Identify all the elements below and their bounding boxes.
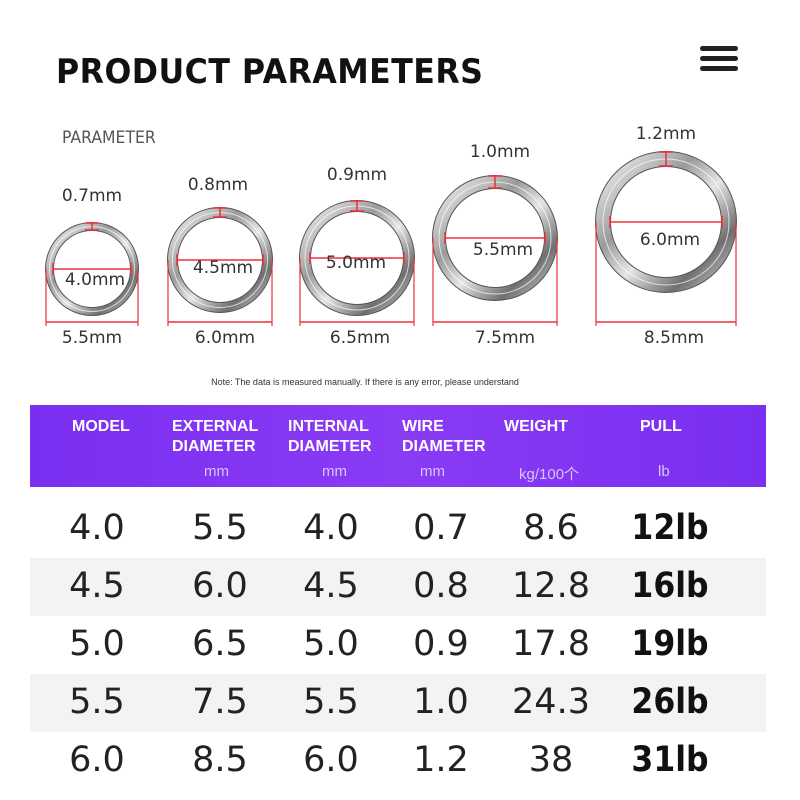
table-row: 5.0 6.5 5.0 0.9 17.8 19lb (30, 616, 766, 674)
cell-pull: 16lb (631, 566, 709, 606)
ring-2-internal-label: 4.5mm (192, 258, 254, 278)
measurement-note: Note: The data is measured manually. If … (211, 377, 519, 387)
unit-internal: mm (322, 463, 347, 480)
ring-3-internal-label: 5.0mm (325, 253, 387, 273)
ring-3-external-label: 6.5mm (329, 328, 391, 348)
cell-external: 7.5 (192, 682, 248, 722)
cell-pull: 26lb (631, 682, 709, 722)
table-header: MODEL EXTERNAL DIAMETER INTERNAL DIAMETE… (30, 405, 766, 487)
cell-external: 6.0 (192, 566, 248, 606)
cell-model: 5.5 (69, 682, 125, 722)
ring-1-internal-label: 4.0mm (64, 270, 126, 290)
cell-external: 8.5 (192, 740, 248, 780)
cell-model: 4.0 (69, 508, 125, 548)
table-row: 5.5 7.5 5.5 1.0 24.3 26lb (30, 674, 766, 732)
cell-weight: 24.3 (512, 682, 590, 722)
hamburger-menu-icon[interactable] (700, 44, 740, 74)
header-internal-diameter: INTERNAL DIAMETER (288, 418, 372, 455)
unit-external: mm (204, 463, 229, 480)
unit-weight: kg/100个 (519, 466, 580, 483)
header-weight: WEIGHT (504, 418, 568, 435)
header-external-diameter: EXTERNAL DIAMETER (172, 418, 259, 455)
cell-pull: 12lb (631, 508, 709, 548)
header-model: MODEL (72, 418, 130, 435)
ring-4-external-label: 7.5mm (474, 328, 536, 348)
ring-3-wire-label: 0.9mm (326, 165, 388, 185)
ring-5-external-label: 8.5mm (643, 328, 705, 348)
unit-pull: lb (658, 463, 670, 480)
ring-4-wire-label: 1.0mm (469, 142, 531, 162)
cell-weight: 8.6 (523, 508, 579, 548)
cell-external: 5.5 (192, 508, 248, 548)
cell-wire: 1.2 (413, 740, 469, 780)
ring-1-wire-label: 0.7mm (61, 186, 123, 206)
header-wire-diameter: WIRE DIAMETER (402, 418, 486, 455)
cell-wire: 0.7 (413, 508, 469, 548)
cell-weight: 17.8 (512, 624, 590, 664)
cell-internal: 5.5 (303, 682, 359, 722)
cell-internal: 6.0 (303, 740, 359, 780)
ring-5-wire-label: 1.2mm (635, 124, 697, 144)
cell-pull: 19lb (631, 624, 709, 664)
unit-wire: mm (420, 463, 445, 480)
cell-wire: 0.8 (413, 566, 469, 606)
cell-internal: 5.0 (303, 624, 359, 664)
ring-2-external-label: 6.0mm (194, 328, 256, 348)
cell-wire: 0.9 (413, 624, 469, 664)
cell-model: 5.0 (69, 624, 125, 664)
cell-internal: 4.0 (303, 508, 359, 548)
parameter-label: PARAMETER (62, 128, 156, 148)
cell-model: 6.0 (69, 740, 125, 780)
cell-internal: 4.5 (303, 566, 359, 606)
table-row: 6.0 8.5 6.0 1.2 38 31lb (30, 732, 766, 790)
ring-diagram-graphic (45, 151, 737, 326)
cell-weight: 38 (528, 740, 574, 780)
cell-external: 6.5 (192, 624, 248, 664)
cell-model: 4.5 (69, 566, 125, 606)
ring-5-internal-label: 6.0mm (639, 230, 701, 250)
table-row: 4.0 5.5 4.0 0.7 8.6 12lb (30, 500, 766, 558)
ring-diagram: 0.7mm 4.0mm 5.5mm 0.8mm 4.5mm 6.0mm 0.9m… (0, 110, 800, 360)
cell-pull: 31lb (631, 740, 709, 780)
page-title: PRODUCT PARAMETERS (56, 52, 484, 92)
ring-1-external-label: 5.5mm (61, 328, 123, 348)
table-row: 4.5 6.0 4.5 0.8 12.8 16lb (30, 558, 766, 616)
header-pull: PULL (640, 418, 682, 435)
ring-4-internal-label: 5.5mm (472, 240, 534, 260)
cell-wire: 1.0 (413, 682, 469, 722)
ring-2-wire-label: 0.8mm (187, 175, 249, 195)
cell-weight: 12.8 (512, 566, 590, 606)
